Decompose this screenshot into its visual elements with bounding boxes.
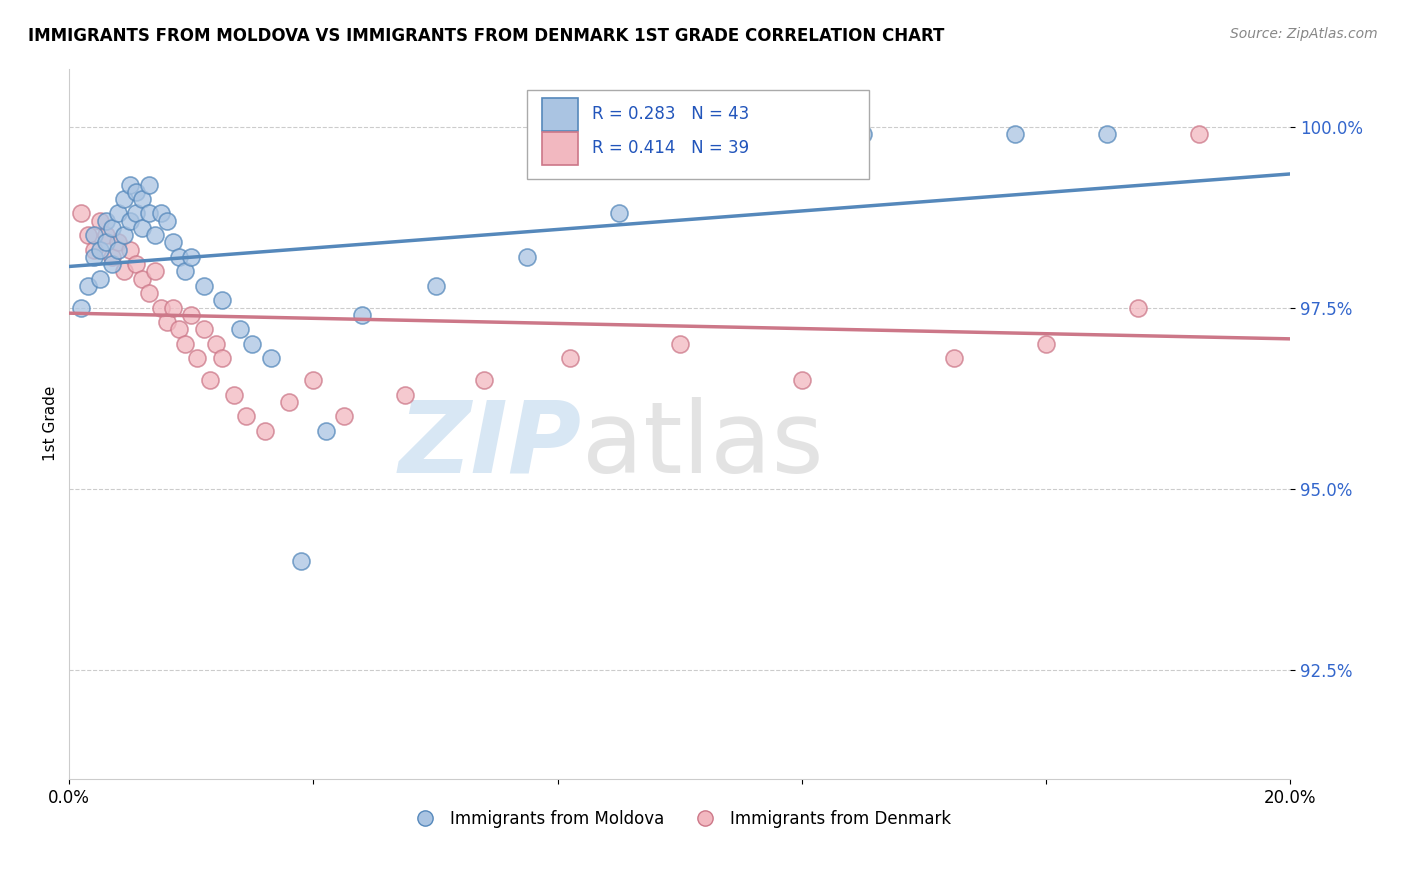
Point bbox=[112, 228, 135, 243]
Point bbox=[1035, 337, 1057, 351]
Point bbox=[558, 351, 581, 366]
Legend: Immigrants from Moldova, Immigrants from Denmark: Immigrants from Moldova, Immigrants from… bbox=[401, 803, 959, 835]
Point bbox=[83, 243, 105, 257]
Point bbox=[94, 228, 117, 243]
Point bbox=[394, 388, 416, 402]
Point bbox=[149, 301, 172, 315]
Point bbox=[222, 388, 245, 402]
Point bbox=[120, 213, 142, 227]
Point bbox=[131, 271, 153, 285]
Point bbox=[125, 185, 148, 199]
Point bbox=[180, 308, 202, 322]
Point bbox=[943, 351, 966, 366]
Y-axis label: 1st Grade: 1st Grade bbox=[44, 386, 58, 461]
Point bbox=[516, 250, 538, 264]
Point bbox=[472, 373, 495, 387]
Point bbox=[156, 315, 179, 329]
Point bbox=[83, 250, 105, 264]
Point bbox=[131, 192, 153, 206]
Point bbox=[167, 322, 190, 336]
Point bbox=[107, 235, 129, 250]
Point bbox=[131, 221, 153, 235]
Point bbox=[156, 213, 179, 227]
Point bbox=[240, 337, 263, 351]
Point bbox=[101, 257, 124, 271]
Point bbox=[352, 308, 374, 322]
Point bbox=[120, 178, 142, 192]
FancyBboxPatch shape bbox=[527, 90, 869, 178]
Point bbox=[107, 206, 129, 220]
Point bbox=[138, 178, 160, 192]
Point bbox=[174, 264, 197, 278]
Point bbox=[198, 373, 221, 387]
FancyBboxPatch shape bbox=[541, 97, 578, 131]
Point bbox=[120, 243, 142, 257]
Point bbox=[70, 301, 93, 315]
Point bbox=[76, 279, 98, 293]
Point bbox=[204, 337, 226, 351]
Point bbox=[89, 213, 111, 227]
Point bbox=[193, 322, 215, 336]
Point bbox=[162, 235, 184, 250]
Text: atlas: atlas bbox=[582, 397, 824, 493]
Point bbox=[668, 337, 690, 351]
Point bbox=[333, 409, 356, 424]
Point bbox=[278, 395, 301, 409]
Point bbox=[235, 409, 257, 424]
Point bbox=[302, 373, 325, 387]
Point bbox=[211, 351, 233, 366]
Point bbox=[94, 213, 117, 227]
Point bbox=[1187, 127, 1209, 141]
Point bbox=[211, 293, 233, 308]
Point bbox=[186, 351, 208, 366]
Point bbox=[89, 243, 111, 257]
Point bbox=[290, 554, 312, 568]
Point bbox=[112, 264, 135, 278]
Point bbox=[193, 279, 215, 293]
Point bbox=[180, 250, 202, 264]
Point bbox=[790, 373, 813, 387]
Point bbox=[1004, 127, 1026, 141]
Point bbox=[125, 257, 148, 271]
Point bbox=[138, 286, 160, 301]
Point bbox=[174, 337, 197, 351]
Point bbox=[852, 127, 875, 141]
Point bbox=[149, 206, 172, 220]
FancyBboxPatch shape bbox=[541, 132, 578, 165]
Point bbox=[229, 322, 252, 336]
Point bbox=[167, 250, 190, 264]
Point bbox=[89, 271, 111, 285]
Text: ZIP: ZIP bbox=[399, 397, 582, 493]
Text: R = 0.414   N = 39: R = 0.414 N = 39 bbox=[592, 139, 749, 158]
Point bbox=[138, 206, 160, 220]
Point bbox=[70, 206, 93, 220]
Point bbox=[101, 250, 124, 264]
Point bbox=[107, 243, 129, 257]
Point bbox=[112, 192, 135, 206]
Point bbox=[253, 424, 276, 438]
Point bbox=[260, 351, 283, 366]
Point bbox=[162, 301, 184, 315]
Point bbox=[607, 206, 630, 220]
Text: R = 0.283   N = 43: R = 0.283 N = 43 bbox=[592, 105, 749, 123]
Point bbox=[425, 279, 447, 293]
Point bbox=[315, 424, 337, 438]
Point bbox=[125, 206, 148, 220]
Point bbox=[1126, 301, 1149, 315]
Point bbox=[143, 228, 166, 243]
Text: Source: ZipAtlas.com: Source: ZipAtlas.com bbox=[1230, 27, 1378, 41]
Point bbox=[1095, 127, 1118, 141]
Point bbox=[101, 221, 124, 235]
Text: IMMIGRANTS FROM MOLDOVA VS IMMIGRANTS FROM DENMARK 1ST GRADE CORRELATION CHART: IMMIGRANTS FROM MOLDOVA VS IMMIGRANTS FR… bbox=[28, 27, 945, 45]
Point bbox=[143, 264, 166, 278]
Point bbox=[83, 228, 105, 243]
Point bbox=[94, 235, 117, 250]
Point bbox=[76, 228, 98, 243]
